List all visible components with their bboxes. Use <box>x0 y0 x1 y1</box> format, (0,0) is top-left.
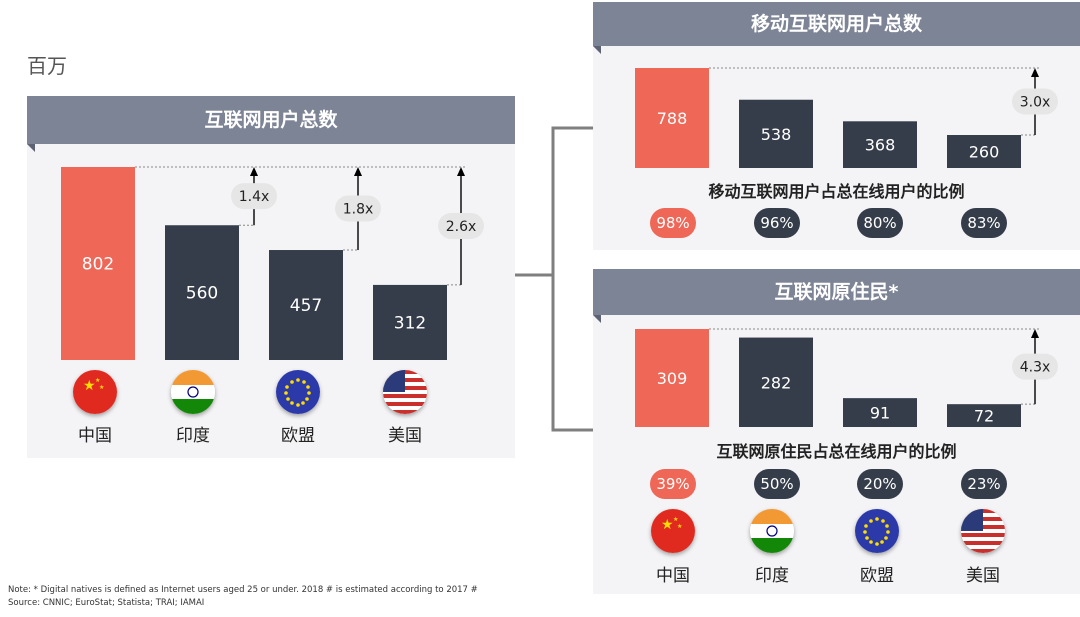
india-flag-icon <box>171 370 215 414</box>
ratio-arrowhead-1 <box>250 167 258 176</box>
country-label-usa: 美国 <box>388 426 422 446</box>
india-flag-icon <box>750 509 794 553</box>
source-note: Source: CNNIC; EuroStat; Statista; TRAI;… <box>8 598 205 608</box>
value-label-2: 282 <box>761 373 792 392</box>
bar-1 <box>635 68 709 168</box>
ratio-label-1: 1.4x <box>239 189 270 205</box>
value-label-2: 560 <box>186 284 218 304</box>
usa-flag-icon <box>961 509 1005 553</box>
value-label-4: 72 <box>974 407 994 426</box>
ratio-bubble-1 <box>1012 88 1058 115</box>
country-label-china-bottom: 中国 <box>656 566 690 586</box>
ratio-arrowhead-1 <box>1031 68 1039 77</box>
bar-3 <box>269 250 343 360</box>
bar-4 <box>373 284 447 360</box>
value-label-3: 91 <box>870 404 890 423</box>
digital-natives-chart: 309 282 91 72 4.3x <box>635 328 1058 427</box>
eu-flag-icon <box>855 509 899 553</box>
internet-users-title-bar: 互联网用户总数 <box>27 96 515 152</box>
ratio-bubble-2 <box>335 195 381 222</box>
ratio-label-1: 4.3x <box>1020 360 1051 376</box>
value-label-3: 368 <box>865 136 896 155</box>
internet-users-chart: 802 560 457 312 1.4x 1.8x 2.6x <box>61 166 484 360</box>
mobile-share-usa: 83% <box>961 208 1007 238</box>
svg-text:★: ★ <box>83 378 96 394</box>
country-label-eu: 欧盟 <box>281 426 315 446</box>
bar-2 <box>165 225 239 360</box>
country-label-china: 中国 <box>78 426 112 446</box>
svg-text:★: ★ <box>661 517 674 533</box>
natives-share-india: 50% <box>754 469 800 499</box>
natives-share-title: 互联网原住民占总在线用户的比例 <box>716 442 957 461</box>
usa-flag-icon <box>383 370 427 414</box>
ratio-bubble-3 <box>438 212 484 239</box>
value-label-2: 538 <box>761 125 792 144</box>
country-label-usa-bottom: 美国 <box>966 566 1000 586</box>
digital-natives-title: 互联网原住民* <box>774 281 899 303</box>
bar-4 <box>947 135 1021 168</box>
bar-1 <box>635 329 709 427</box>
eu-flag-icon <box>276 370 320 414</box>
natives-share-usa: 23% <box>961 469 1007 499</box>
ratio-arrowhead-2 <box>354 167 362 176</box>
ratio-bubble-1 <box>1012 353 1058 380</box>
mobile-users-title: 移动互联网用户总数 <box>750 13 922 35</box>
country-label-eu-bottom: 欧盟 <box>860 566 894 586</box>
value-label-4: 260 <box>969 143 1000 162</box>
value-label-1: 309 <box>657 369 688 388</box>
mobile-share-eu: 80% <box>857 208 903 238</box>
svg-text:★: ★ <box>677 523 682 530</box>
country-label-india-bottom: 印度 <box>755 566 789 586</box>
svg-text:★: ★ <box>673 516 678 523</box>
ratio-label-2: 1.8x <box>343 202 374 218</box>
svg-text:★: ★ <box>99 384 104 391</box>
bar-4 <box>947 404 1021 427</box>
unit-label: 百万 <box>27 54 67 78</box>
country-label-india: 印度 <box>176 426 210 446</box>
mobile-users-title-bar: 移动互联网用户总数 <box>593 2 1080 54</box>
ratio-bubble-1 <box>231 183 277 210</box>
svg-text:★: ★ <box>95 377 100 384</box>
ratio-arrowhead-1 <box>1031 329 1039 338</box>
value-label-4: 312 <box>394 313 426 333</box>
footnote: Note: * Digital natives is defined as In… <box>8 585 478 595</box>
natives-share-china: 39% <box>650 469 696 499</box>
value-label-1: 802 <box>82 255 114 275</box>
bar-3 <box>843 398 917 427</box>
digital-natives-title-bar: 互联网原住民* <box>593 269 1080 323</box>
bar-1 <box>61 167 135 360</box>
ratio-label-1: 3.0x <box>1020 95 1051 111</box>
ratio-arrowhead-3 <box>457 167 465 176</box>
mobile-share-china: 98% <box>650 208 696 238</box>
value-label-1: 788 <box>657 109 688 128</box>
value-label-3: 457 <box>290 296 322 316</box>
bar-2 <box>739 99 813 168</box>
ratio-label-3: 2.6x <box>446 219 477 235</box>
internet-users-title: 互联网用户总数 <box>204 109 338 131</box>
mobile-users-chart: 788 538 368 260 3.0x <box>635 67 1058 168</box>
panel-connector <box>515 126 593 432</box>
natives-share-eu: 20% <box>857 469 903 499</box>
mobile-share-india: 96% <box>754 208 800 238</box>
bar-3 <box>843 121 917 168</box>
china-flag-icon: ★ ★ ★ <box>73 370 117 414</box>
bar-2 <box>739 337 813 427</box>
china-flag-icon: ★ ★ ★ <box>651 509 695 553</box>
mobile-share-title: 移动互联网用户占总在线用户的比例 <box>708 182 965 201</box>
